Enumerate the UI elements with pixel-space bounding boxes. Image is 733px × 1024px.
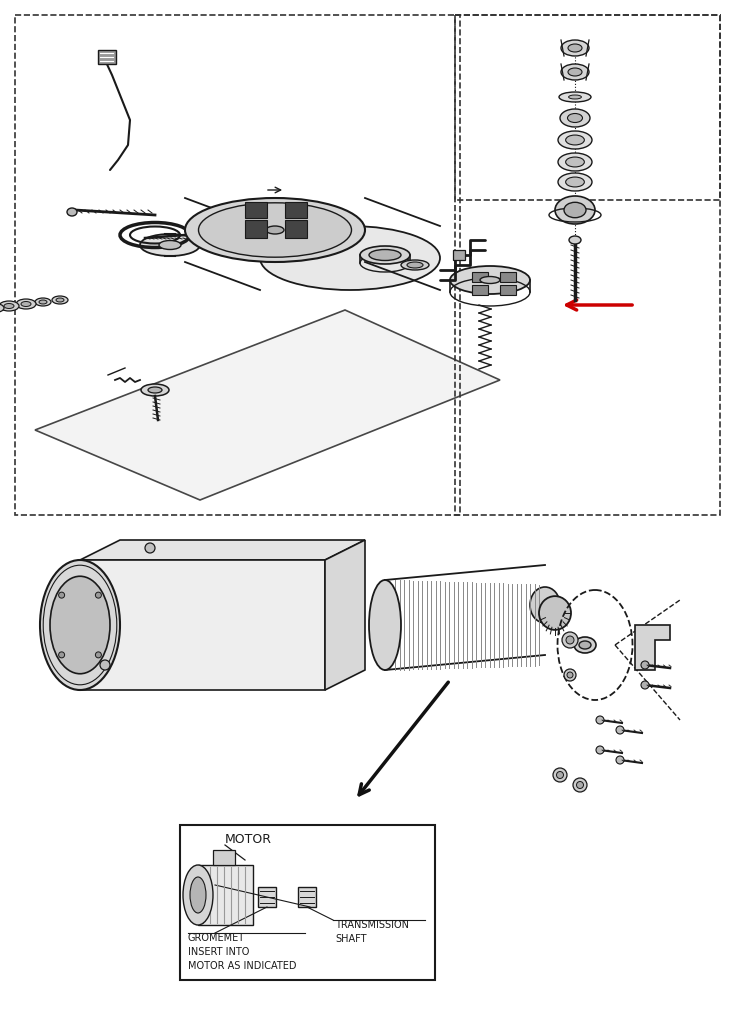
Ellipse shape [4,303,14,308]
Bar [180,825,435,980]
Bar [500,272,516,282]
Circle shape [556,771,564,778]
Circle shape [562,632,578,648]
Ellipse shape [140,234,200,256]
Ellipse shape [561,63,589,80]
Ellipse shape [0,303,4,313]
Ellipse shape [0,301,19,311]
Bar [455,15,720,515]
Circle shape [566,636,574,644]
Ellipse shape [569,236,581,244]
Ellipse shape [579,641,591,649]
Ellipse shape [564,203,586,218]
Ellipse shape [50,577,110,674]
Ellipse shape [52,296,68,304]
Bar [98,50,116,63]
Text: MOTOR: MOTOR [225,833,272,846]
Bar [455,15,720,200]
Ellipse shape [185,198,365,262]
Bar [500,285,516,295]
Ellipse shape [559,92,591,102]
Ellipse shape [360,246,410,264]
Circle shape [59,652,65,657]
Text: TRANSMISSION
SHAFT: TRANSMISSION SHAFT [335,920,409,944]
Ellipse shape [558,131,592,150]
Bar [298,887,316,907]
Ellipse shape [480,276,500,284]
Ellipse shape [407,262,423,268]
Ellipse shape [560,109,590,127]
Bar [245,202,267,218]
Ellipse shape [148,387,162,393]
Circle shape [616,726,624,734]
Ellipse shape [569,95,581,99]
Ellipse shape [555,196,595,224]
Ellipse shape [568,44,582,52]
Bar [285,220,307,238]
Ellipse shape [260,226,440,290]
Bar [453,250,465,260]
Ellipse shape [558,153,592,171]
Ellipse shape [574,637,596,653]
Ellipse shape [56,298,64,302]
Circle shape [567,672,573,678]
Ellipse shape [199,203,352,257]
Ellipse shape [561,40,589,56]
Circle shape [596,716,604,724]
Circle shape [564,669,576,681]
Ellipse shape [40,560,120,690]
Ellipse shape [450,266,530,294]
Bar [213,850,235,865]
Bar [258,887,276,907]
Bar [472,285,488,295]
Circle shape [641,681,649,689]
Ellipse shape [369,580,401,670]
Polygon shape [35,310,500,500]
Ellipse shape [566,135,584,145]
Bar [472,272,488,282]
Ellipse shape [558,173,592,191]
Ellipse shape [566,157,584,167]
Bar [285,202,307,218]
Polygon shape [80,560,325,690]
Bar [245,220,267,238]
Circle shape [145,543,155,553]
Circle shape [616,756,624,764]
Ellipse shape [35,298,51,306]
Ellipse shape [21,301,31,306]
Ellipse shape [39,300,47,304]
Bar [15,15,460,515]
Ellipse shape [67,208,77,216]
Polygon shape [80,540,365,560]
Ellipse shape [539,596,571,630]
Ellipse shape [566,177,584,187]
Ellipse shape [530,587,560,623]
Ellipse shape [266,226,284,234]
Ellipse shape [141,384,169,396]
Ellipse shape [16,299,36,309]
Circle shape [576,781,583,788]
Ellipse shape [401,260,429,270]
Ellipse shape [568,68,582,76]
Ellipse shape [159,241,181,250]
Text: GROMEMET
INSERT INTO
MOTOR AS INDICATED: GROMEMET INSERT INTO MOTOR AS INDICATED [188,933,297,971]
Circle shape [573,778,587,792]
Circle shape [95,652,101,657]
Circle shape [596,746,604,754]
Ellipse shape [567,114,583,123]
Ellipse shape [190,877,206,913]
Circle shape [641,662,649,669]
Circle shape [553,768,567,782]
Circle shape [59,592,65,598]
Ellipse shape [369,250,401,260]
Ellipse shape [183,865,213,925]
Polygon shape [325,540,365,690]
Circle shape [100,660,110,670]
Circle shape [95,592,101,598]
Bar [198,865,253,925]
Polygon shape [635,625,670,670]
